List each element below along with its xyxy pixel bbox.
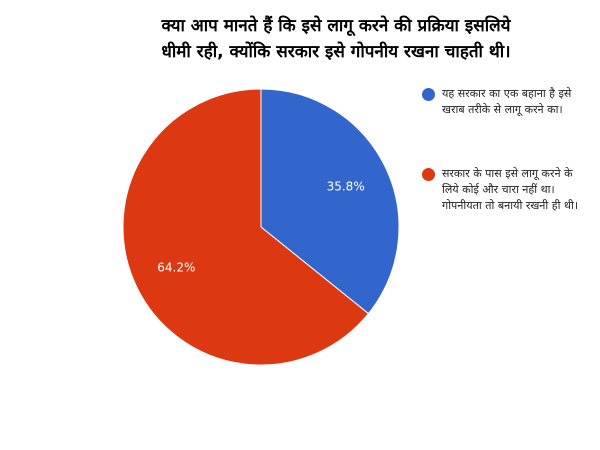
legend-label: सरकार के पास इसे लागू करने के लिये कोई औ… — [442, 167, 578, 212]
chart-title-line-1: क्या आप मानते हैं कि इसे लागू करने की प्… — [161, 16, 511, 36]
pie-slice[interactable] — [260, 88, 400, 315]
slice-percent-label: 64.2% — [157, 260, 195, 274]
pie-slice-labels: 35.8% 64.2% — [157, 180, 364, 275]
legend-label: यह सरकार का एक बहाना है इसे खराब तरीके स… — [442, 87, 572, 116]
slice-percent-label: 35.8% — [327, 180, 365, 194]
legend-dot-icon — [422, 88, 435, 101]
legend-dot-icon — [422, 168, 435, 181]
pie-slices — [122, 88, 400, 366]
chart-title-line-2: धीमी रही, क्योंकि सरकार इसे गोपनीय रखना … — [161, 42, 511, 62]
pie-slice[interactable] — [122, 88, 370, 366]
